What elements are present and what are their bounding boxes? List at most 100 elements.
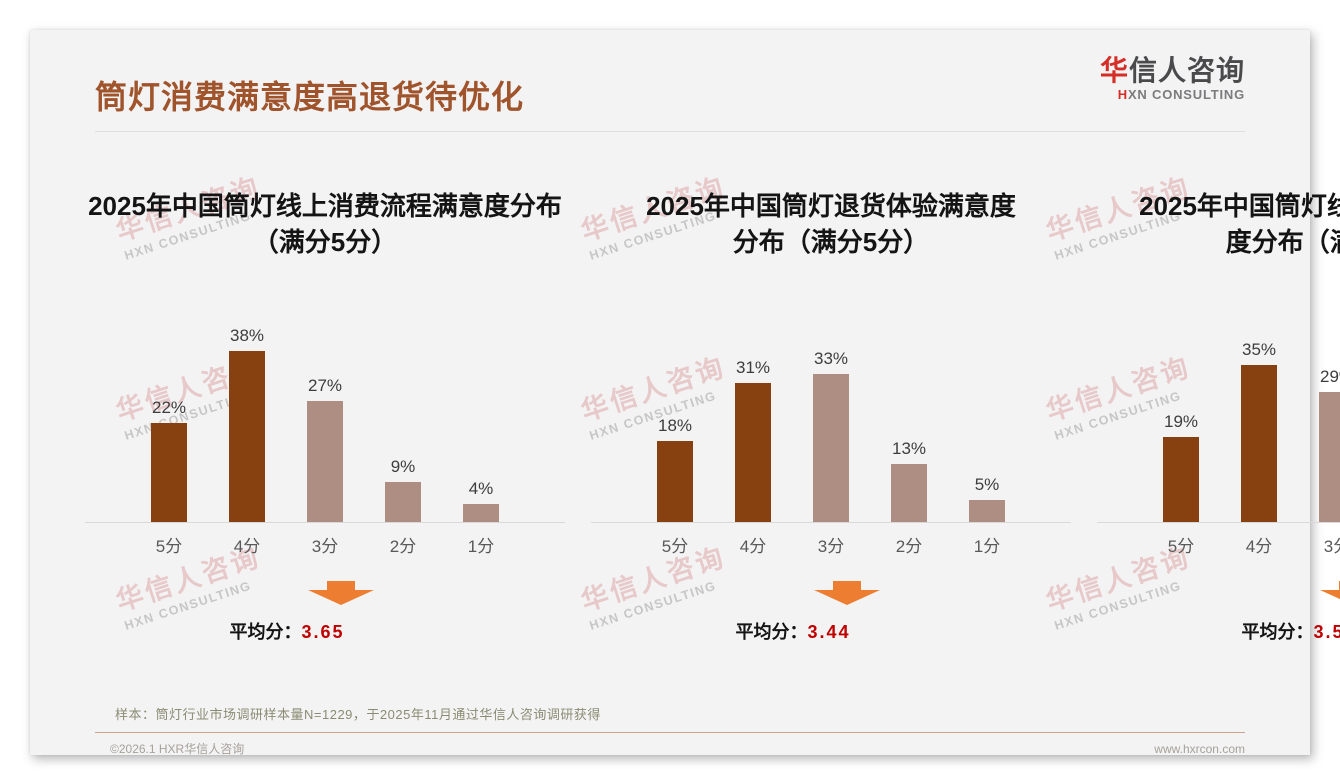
- brand-logo-en-accent: H: [1117, 87, 1128, 103]
- bar-slot: 35%: [1241, 339, 1277, 522]
- bar: [969, 499, 1005, 522]
- x-axis-label: 1分: [467, 537, 495, 556]
- chart-column: 2025年中国筒灯退货体验满意度 分布（满分5分） 18% 31% 33% 13% 5% …: [591, 188, 1071, 644]
- bar: [735, 382, 771, 522]
- brand-logo-en: HXN CONSULTING: [1100, 87, 1245, 102]
- bar-slot: 5%: [969, 474, 1005, 522]
- bar-value-label: 19%: [1163, 411, 1199, 431]
- bar-value-label: 35%: [1241, 339, 1277, 359]
- sample-note: 样本：筒灯行业市场调研样本量N=1229，于2025年11月通过华信人咨询调研获…: [115, 707, 601, 722]
- bar: [1163, 436, 1199, 522]
- x-axis-labels: 5分 4分 3分 2分 1分: [657, 532, 1005, 557]
- x-axis-label: 1分: [973, 537, 1001, 556]
- x-axis-label: 5分: [155, 537, 183, 556]
- x-axis-label: 2分: [389, 537, 417, 556]
- bar-slot: 18%: [657, 416, 693, 522]
- brand-logo: 华信人咨询 HXN CONSULTING: [1100, 56, 1245, 103]
- bar-value-label: 27%: [307, 375, 343, 395]
- x-axis-labels: 5分 4分 3分 2分 1分: [151, 532, 499, 557]
- average-score-label: 平均分：: [229, 622, 302, 642]
- bar: [1319, 391, 1340, 522]
- slide-card: 华信人咨询 HXN CONSULTING 华信人咨询 HXN CONSULTING 华信…: [30, 30, 1340, 757]
- chart-title-line: 分布（满分5分）: [732, 227, 930, 257]
- average-score: 平均分：3.65: [229, 618, 344, 644]
- bar: [307, 400, 343, 522]
- chart-title-line: 2025年中国筒灯线上消费流程满意度分布: [88, 191, 562, 221]
- bar-value-label: 38%: [229, 326, 265, 345]
- bar-plot: 22% 38% 27% 9% 4%: [151, 322, 499, 522]
- bar: [463, 504, 499, 522]
- brand-logo-cn-rest: 信人咨询: [1128, 55, 1245, 86]
- down-arrow: [1320, 581, 1340, 605]
- brand-logo-cn-accent: 华: [1099, 55, 1129, 86]
- bar-slot: 31%: [735, 357, 771, 522]
- bar-slot: 19%: [1163, 411, 1199, 522]
- bar: [891, 463, 927, 522]
- chart-column: 2025年中国筒灯线上消费流程满意度分布 （满分5分） 22% 38% 27% 9% 4%…: [85, 188, 565, 644]
- x-axis-label: 4分: [233, 537, 261, 556]
- bar-slot: 29%: [1319, 366, 1340, 522]
- slide-content: 筒灯消费满意度高退货待优化 华信人咨询 HXN CONSULTING 2025年…: [30, 30, 1340, 757]
- bar: [1241, 364, 1277, 522]
- bar-slot: 38%: [229, 326, 265, 522]
- charts-row: 2025年中国筒灯线上消费流程满意度分布 （满分5分） 22% 38% 27% 9% 4%…: [85, 188, 1340, 644]
- x-axis-line: [591, 522, 1071, 523]
- brand-logo-en-rest: XN CONSULTING: [1127, 87, 1245, 103]
- slide-header: 筒灯消费满意度高退货待优化 华信人咨询 HXN CONSULTING: [95, 30, 1245, 132]
- chart-column: 2025年中国筒灯线上消费客服满意度分布（满分5分） 19%35%29%12%5…: [1097, 188, 1340, 644]
- bar: [385, 481, 421, 522]
- brand-logo-cn: 华信人咨询: [1100, 56, 1245, 85]
- bar-value-label: 13%: [891, 438, 927, 458]
- bar-value-label: 9%: [390, 456, 416, 476]
- bar-value-label: 22%: [151, 398, 187, 417]
- chart-title-line: 2025年中国筒灯退货体验满意度: [646, 191, 1016, 221]
- chart-title-line: 度分布（满分5分）: [1225, 227, 1340, 257]
- x-axis-label: 5分: [661, 537, 689, 556]
- average-score-value: 3.51: [1313, 622, 1340, 642]
- chart-title: 2025年中国筒灯线上消费客服满意度分布（满分5分）: [1097, 188, 1340, 262]
- chart-title: 2025年中国筒灯退货体验满意度 分布（满分5分）: [591, 188, 1071, 262]
- x-axis-label: 3分: [1323, 537, 1340, 556]
- bar-plot: 18% 31% 33% 13% 5%: [657, 322, 1005, 522]
- x-axis-label: 4分: [1245, 537, 1273, 556]
- bar-slot: 13%: [891, 438, 927, 522]
- average-score: 平均分：3.44: [735, 618, 850, 644]
- bar-value-label: 33%: [813, 348, 849, 368]
- chart-title-line: （满分5分）: [252, 227, 398, 257]
- bar-value-label: 4%: [468, 479, 494, 498]
- bar-plot: 19%35%29%12%5%: [1163, 322, 1340, 522]
- bar-slot: 33%: [813, 348, 849, 522]
- bar: [151, 423, 187, 522]
- chart-title-line: 2025年中国筒灯线上消费客服满意: [1139, 191, 1340, 221]
- x-axis-line: [85, 522, 565, 523]
- x-axis-label: 2分: [895, 537, 923, 556]
- bar-value-label: 18%: [657, 416, 693, 435]
- down-arrow-icon: [1320, 581, 1340, 600]
- footer-bar: ©2026.1 HXR华信人咨询 www.hxrcon.com: [95, 732, 1245, 757]
- average-score-value: 3.44: [807, 622, 851, 642]
- average-score-value: 3.65: [301, 622, 345, 642]
- bar-value-label: 31%: [735, 357, 771, 377]
- down-arrow: [308, 581, 374, 605]
- x-axis-label: 4分: [739, 537, 767, 556]
- bar-slot: 4%: [463, 479, 499, 522]
- x-axis-line: [1097, 522, 1340, 523]
- bar: [229, 351, 265, 522]
- average-score-label: 平均分：: [735, 622, 808, 642]
- down-arrow-icon: [308, 581, 374, 605]
- x-axis-label: 3分: [311, 537, 339, 556]
- bar-value-label: 5%: [974, 474, 1000, 494]
- bar-slot: 9%: [385, 456, 421, 522]
- page-title: 筒灯消费满意度高退货待优化: [95, 79, 525, 115]
- average-score: 平均分：3.51: [1241, 618, 1340, 644]
- bar-value-label: 29%: [1319, 366, 1340, 386]
- bar-slot: 22%: [151, 398, 187, 522]
- website-text: www.hxrcon.com: [1154, 742, 1245, 756]
- x-axis-label: 3分: [817, 537, 845, 556]
- down-arrow: [814, 581, 880, 605]
- bar-slot: 27%: [307, 375, 343, 522]
- bar: [813, 373, 849, 522]
- average-score-label: 平均分：: [1241, 622, 1314, 642]
